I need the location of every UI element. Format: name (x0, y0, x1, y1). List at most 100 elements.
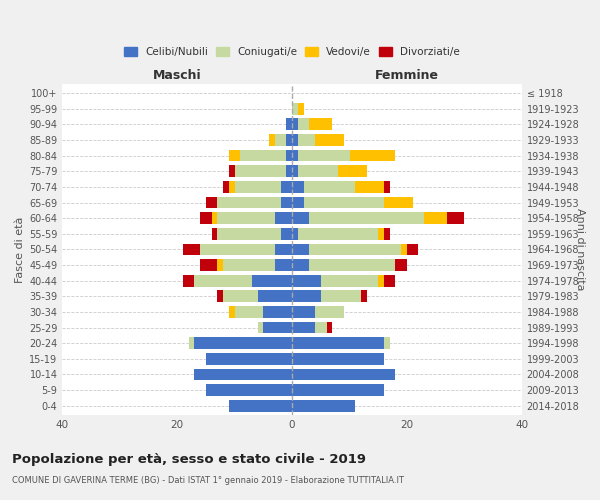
Bar (292, 338, 384, 349)
Bar (298, 134, 315, 146)
Bar (292, 306, 315, 318)
Bar (217, 228, 281, 239)
Bar (407, 244, 418, 256)
Bar (292, 259, 310, 271)
Y-axis label: Fasce di età: Fasce di età (15, 216, 25, 282)
Text: Maschi: Maschi (153, 69, 202, 82)
Bar (304, 181, 355, 192)
Bar (292, 290, 321, 302)
Bar (269, 134, 275, 146)
Bar (212, 212, 217, 224)
Bar (292, 228, 298, 239)
Bar (310, 212, 424, 224)
Bar (292, 212, 310, 224)
Bar (350, 150, 395, 162)
Bar (384, 338, 390, 349)
Bar (206, 353, 292, 364)
Bar (292, 118, 298, 130)
Bar (200, 212, 212, 224)
Bar (281, 181, 292, 192)
Bar (235, 181, 281, 192)
Bar (292, 150, 298, 162)
Bar (447, 212, 464, 224)
Bar (241, 150, 286, 162)
Bar (200, 244, 275, 256)
Bar (206, 384, 292, 396)
Bar (338, 166, 367, 177)
Bar (286, 166, 292, 177)
Bar (292, 166, 298, 177)
Bar (292, 103, 298, 115)
Bar (321, 290, 361, 302)
Bar (223, 290, 257, 302)
Bar (217, 196, 281, 208)
Bar (189, 338, 194, 349)
Bar (263, 306, 292, 318)
Bar (223, 181, 229, 192)
Bar (217, 290, 223, 302)
Bar (315, 134, 344, 146)
Bar (355, 181, 384, 192)
Bar (200, 259, 217, 271)
Text: Femmine: Femmine (375, 69, 439, 82)
Bar (361, 290, 367, 302)
Bar (292, 322, 315, 334)
Bar (194, 368, 292, 380)
Bar (292, 196, 304, 208)
Bar (229, 400, 292, 411)
Bar (321, 275, 378, 286)
Bar (310, 118, 332, 130)
Text: Popolazione per età, sesso e stato civile - 2019: Popolazione per età, sesso e stato civil… (12, 452, 366, 466)
Bar (395, 259, 407, 271)
Bar (384, 275, 395, 286)
Bar (292, 384, 384, 396)
Bar (281, 196, 292, 208)
Bar (263, 322, 292, 334)
Bar (275, 244, 292, 256)
Bar (304, 196, 384, 208)
Bar (275, 212, 292, 224)
Bar (194, 275, 252, 286)
Bar (298, 228, 378, 239)
Bar (292, 244, 310, 256)
Bar (281, 228, 292, 239)
Bar (183, 275, 194, 286)
Y-axis label: Anni di nascita: Anni di nascita (575, 208, 585, 290)
Bar (292, 368, 395, 380)
Bar (384, 196, 413, 208)
Bar (286, 118, 292, 130)
Legend: Celibi/Nubili, Coniugati/e, Vedovi/e, Divorziati/e: Celibi/Nubili, Coniugati/e, Vedovi/e, Di… (120, 42, 464, 61)
Bar (292, 353, 384, 364)
Bar (286, 134, 292, 146)
Text: COMUNE DI GAVERINA TERME (BG) - Dati ISTAT 1° gennaio 2019 - Elaborazione TUTTIT: COMUNE DI GAVERINA TERME (BG) - Dati IST… (12, 476, 404, 485)
Bar (217, 259, 223, 271)
Bar (275, 259, 292, 271)
Bar (252, 275, 292, 286)
Bar (223, 259, 275, 271)
Bar (229, 150, 241, 162)
Bar (212, 228, 217, 239)
Bar (384, 228, 390, 239)
Bar (183, 244, 200, 256)
Bar (257, 290, 292, 302)
Bar (315, 306, 344, 318)
Bar (378, 275, 384, 286)
Bar (292, 400, 355, 411)
Bar (310, 244, 401, 256)
Bar (194, 338, 292, 349)
Bar (229, 181, 235, 192)
Bar (206, 196, 217, 208)
Bar (298, 150, 350, 162)
Bar (229, 306, 235, 318)
Bar (424, 212, 447, 224)
Bar (229, 166, 235, 177)
Bar (257, 322, 263, 334)
Bar (315, 322, 326, 334)
Bar (275, 134, 286, 146)
Bar (298, 118, 310, 130)
Bar (235, 306, 263, 318)
Bar (384, 181, 390, 192)
Bar (292, 134, 298, 146)
Bar (217, 212, 275, 224)
Bar (298, 166, 338, 177)
